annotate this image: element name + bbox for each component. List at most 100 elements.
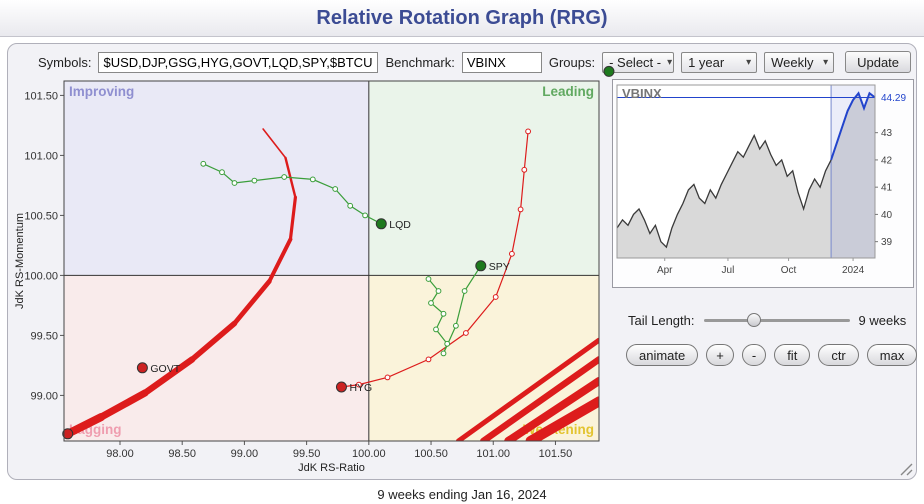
rrg-trail-$USD[interactable] xyxy=(262,128,287,159)
rrg-trail-$USD[interactable] xyxy=(189,320,238,363)
y-tick-label: 101.50 xyxy=(24,90,58,102)
bench-y-tick: 40 xyxy=(881,210,893,221)
trail-marker xyxy=(428,300,434,306)
trail-marker xyxy=(384,374,391,381)
trail-marker xyxy=(200,160,207,167)
x-tick-label: 100.00 xyxy=(352,448,386,460)
groups-select-value: - Select - xyxy=(609,54,662,70)
rrg-trail-$USD[interactable] xyxy=(97,389,149,421)
bench-y-tick: 41 xyxy=(881,183,893,194)
update-button[interactable]: Update xyxy=(845,51,912,73)
bench-x-label: Jul xyxy=(722,265,735,276)
benchmark-tail-line xyxy=(830,91,876,161)
trail-marker xyxy=(440,310,447,317)
tail-length-row: Tail Length: 9 weeks xyxy=(628,312,914,328)
rrg-yaxis-title: JdK RS-Momentum xyxy=(14,213,26,309)
benchmark-title: VBINX xyxy=(622,86,662,101)
chart-buttons: animate + - fit ctr max xyxy=(626,344,918,366)
trail-marker xyxy=(517,206,524,213)
trail-marker xyxy=(251,177,258,184)
x-tick-label: 98.50 xyxy=(168,448,196,460)
rrg-trail-$BTCUSD[interactable] xyxy=(525,396,599,441)
zoom-in-button[interactable]: + xyxy=(706,344,734,366)
page-header: Relative Rotation Graph (RRG) xyxy=(0,0,924,37)
trail-marker xyxy=(332,186,339,192)
rrg-trail-$BTCUSD[interactable] xyxy=(455,337,599,441)
trail-marker xyxy=(440,350,447,357)
trail-marker xyxy=(362,212,369,219)
trail-marker xyxy=(444,340,451,347)
rrg-trail-$USD[interactable] xyxy=(64,413,106,438)
y-tick-label: 100.50 xyxy=(24,210,58,222)
tail-length-value: 9 weeks xyxy=(858,312,907,328)
x-tick-label: 99.00 xyxy=(231,448,259,460)
animate-button[interactable]: animate xyxy=(626,344,699,366)
bench-x-label: Oct xyxy=(781,265,797,276)
rrg-dot-GOVT[interactable] xyxy=(136,362,148,374)
bench-x-label: Apr xyxy=(657,265,673,276)
slider-thumb[interactable] xyxy=(747,313,762,327)
bench-y-tick: 43 xyxy=(881,128,893,139)
zoom-out-button[interactable]: - xyxy=(741,344,767,366)
benchmark-chart-box: 39 40 41 42 43 44.29 Apr Jul Oct 2024 VBINX xyxy=(612,79,914,288)
benchmark-line xyxy=(616,133,832,249)
rrg-symbol-label-HYG: HYG xyxy=(349,382,372,394)
center-button[interactable]: ctr xyxy=(818,344,859,366)
benchmark-area xyxy=(617,93,875,258)
trail-marker xyxy=(461,288,468,294)
trail-marker xyxy=(525,128,531,135)
chevron-down-icon: ▾ xyxy=(746,56,752,68)
x-tick-label: 101.00 xyxy=(476,448,510,460)
y-tick-label: 99.50 xyxy=(30,330,58,342)
trail-marker xyxy=(435,288,442,294)
toolbar: Symbols: Benchmark: Groups: - Select - ▾… xyxy=(8,44,916,73)
groups-label: Groups: xyxy=(548,54,596,70)
trail-marker xyxy=(433,326,439,333)
rrg-dot-LQD[interactable] xyxy=(375,218,387,230)
rrg-trail-$BTCUSD[interactable] xyxy=(480,356,599,441)
rrg-trail-SPY[interactable] xyxy=(428,265,482,354)
max-button[interactable]: max xyxy=(866,344,918,366)
rrg-dot-$USD[interactable] xyxy=(62,428,74,440)
x-tick-label: 101.50 xyxy=(539,448,573,460)
rrg-trail-$USD[interactable] xyxy=(267,237,293,284)
content-area: ImprovingLeadingLaggingWeakening98.0098.… xyxy=(8,65,918,474)
trail-marker xyxy=(453,322,459,329)
groups-select[interactable]: - Select - ▾ xyxy=(602,51,675,73)
quadrant-label-improving: Improving xyxy=(69,84,134,99)
rrg-dot-SPY[interactable] xyxy=(475,260,487,272)
fit-button[interactable]: fit xyxy=(774,344,811,366)
rrg-symbol-label-GOVT: GOVT xyxy=(150,363,180,375)
rrg-trail-HYG[interactable] xyxy=(341,131,529,388)
benchmark-input[interactable] xyxy=(461,51,542,73)
rrg-offscale-dot[interactable] xyxy=(603,65,615,77)
period-select[interactable]: 1 year ▾ xyxy=(681,51,758,73)
y-tick-label: 100.00 xyxy=(24,270,58,282)
rrg-trail-LQD[interactable] xyxy=(203,163,382,225)
trail-marker xyxy=(425,276,432,282)
bench-x-label: 2024 xyxy=(842,265,865,276)
trail-marker xyxy=(509,250,515,257)
period-select-value: 1 year xyxy=(688,54,725,70)
trail-marker xyxy=(356,381,362,388)
rrg-trail-$BTCUSD[interactable] xyxy=(504,377,599,441)
x-tick-label: 100.50 xyxy=(414,448,448,460)
slider-track[interactable] xyxy=(703,319,850,322)
trail-marker xyxy=(309,176,316,183)
rrg-symbol-label-LQD: LQD xyxy=(389,219,411,231)
rrg-trail-$USD[interactable] xyxy=(232,278,272,326)
symbols-input[interactable] xyxy=(98,51,379,73)
benchmark-chart[interactable]: 39 40 41 42 43 44.29 Apr Jul Oct 2024 VBINX xyxy=(613,80,913,287)
trail-marker xyxy=(231,180,238,186)
frequency-select[interactable]: Weekly ▾ xyxy=(764,51,835,73)
page-title: Relative Rotation Graph (RRG) xyxy=(316,6,608,29)
rrg-xaxis-title: JdK RS-Ratio xyxy=(298,462,365,474)
tail-length-slider[interactable] xyxy=(703,312,850,328)
resize-handle[interactable] xyxy=(900,463,913,476)
rrg-trail-$USD[interactable] xyxy=(141,356,196,397)
rrg-dot-HYG[interactable] xyxy=(335,381,347,393)
rrg-trail-$USD[interactable] xyxy=(288,195,297,241)
rrg-chart[interactable]: ImprovingLeadingLaggingWeakening98.0098.… xyxy=(10,65,615,474)
bench-last-value: 44.29 xyxy=(881,93,906,104)
benchmark-label: Benchmark: xyxy=(385,54,455,70)
